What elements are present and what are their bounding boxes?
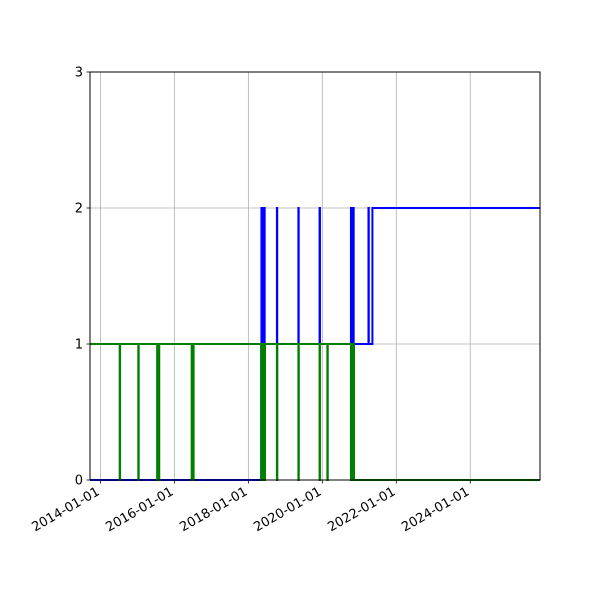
plot-area <box>90 72 540 480</box>
y-tick-label: 0 <box>75 474 83 489</box>
y-tick-label: 2 <box>75 202 83 217</box>
series-line-1 <box>90 343 540 481</box>
y-axis: 0 1 2 3 <box>75 66 90 489</box>
plot-frame <box>89 71 541 481</box>
y-tick-label: 1 <box>75 338 83 353</box>
series-layer <box>90 207 540 481</box>
y-tick-label: 3 <box>75 66 83 81</box>
